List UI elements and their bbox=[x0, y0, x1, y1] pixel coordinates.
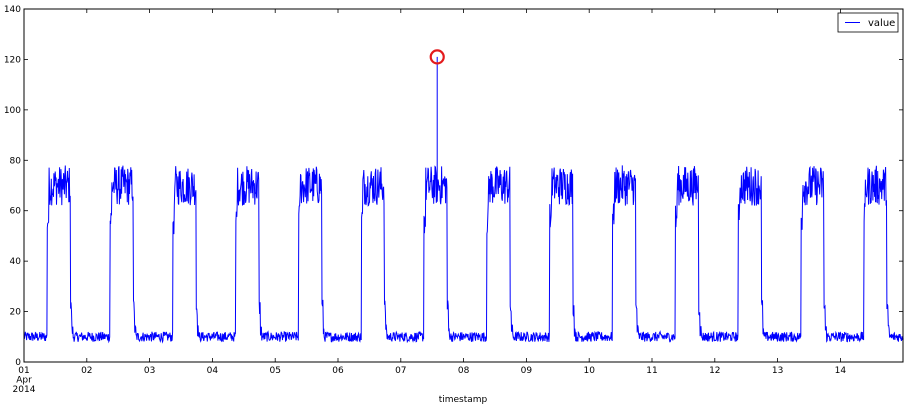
x-tick-label: 12 bbox=[709, 366, 720, 376]
x-tick-label: 10 bbox=[583, 366, 595, 376]
x-tick-label: 02 bbox=[81, 366, 92, 376]
x-tick-label: 11 bbox=[646, 366, 657, 376]
plot-area bbox=[23, 8, 904, 363]
y-tick-label: 20 bbox=[10, 308, 22, 318]
x-tick-label: Apr bbox=[16, 376, 32, 386]
x-tick-label: 09 bbox=[521, 366, 533, 376]
y-tick-label: 80 bbox=[10, 156, 22, 166]
y-tick-label: 0 bbox=[15, 358, 21, 368]
legend-box bbox=[837, 12, 899, 33]
y-tick-label: 100 bbox=[4, 106, 21, 116]
x-axis-label: timestamp bbox=[439, 395, 488, 405]
x-tick-label: 07 bbox=[395, 366, 406, 376]
x-tick-label: 14 bbox=[835, 366, 847, 376]
legend-entry-value: value bbox=[868, 18, 895, 29]
legend: value bbox=[837, 12, 899, 33]
y-tick-label: 60 bbox=[10, 207, 22, 217]
y-tick-label: 40 bbox=[10, 257, 22, 267]
x-tick-label: 13 bbox=[772, 366, 783, 376]
series-line-value bbox=[23, 56, 904, 344]
x-tick-label: 01 bbox=[18, 366, 29, 376]
y-tick-label: 120 bbox=[4, 55, 21, 65]
x-tick-label: 04 bbox=[207, 366, 219, 376]
x-tick-label: 05 bbox=[269, 366, 280, 376]
anomaly-marker-circle bbox=[429, 49, 445, 65]
x-tick-label: 06 bbox=[332, 366, 344, 376]
y-tick-label: 140 bbox=[4, 5, 21, 15]
y-axis: 0 20 40 60 80 100 120 140 bbox=[4, 5, 903, 368]
x-tick-label: 08 bbox=[458, 366, 470, 376]
x-tick-label: 2014 bbox=[13, 385, 36, 395]
x-tick-label: 03 bbox=[144, 366, 155, 376]
